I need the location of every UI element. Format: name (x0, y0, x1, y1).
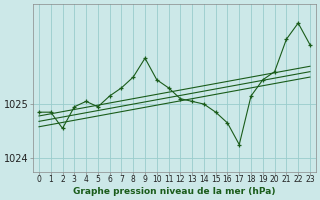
X-axis label: Graphe pression niveau de la mer (hPa): Graphe pression niveau de la mer (hPa) (73, 187, 276, 196)
